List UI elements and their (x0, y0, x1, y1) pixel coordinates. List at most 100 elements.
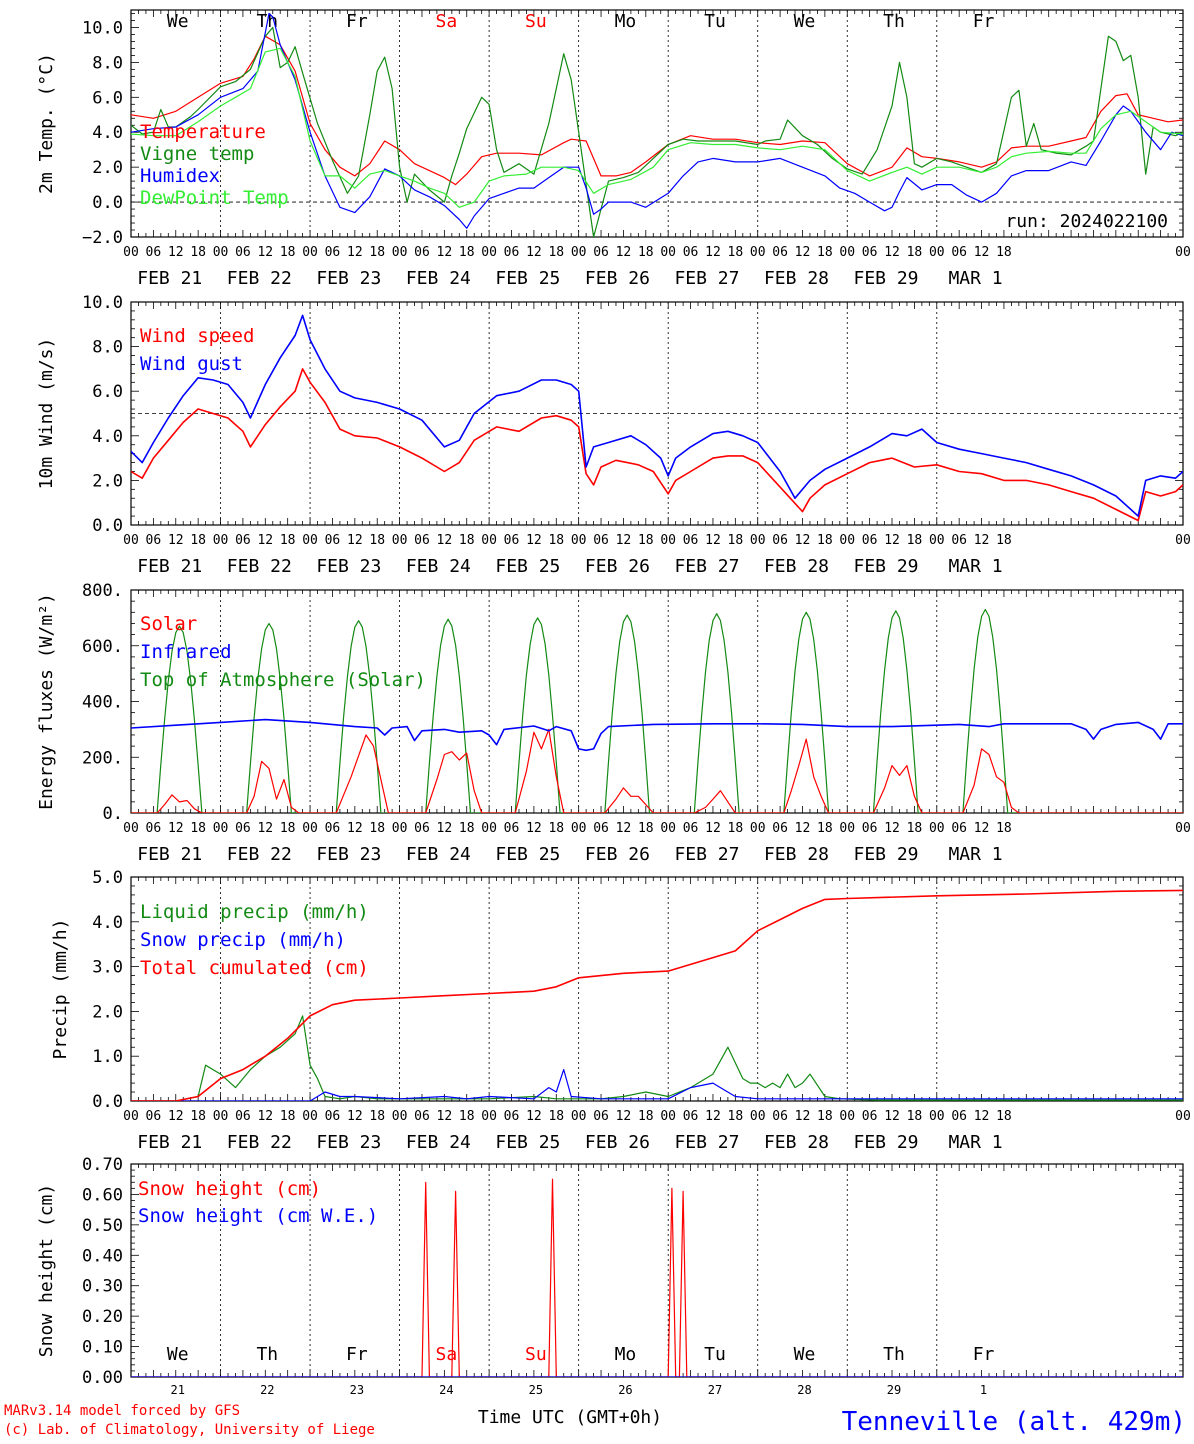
station-label: Tenneville (alt. 429m) (842, 1407, 1186, 1437)
hour-label: 06 (862, 1109, 878, 1124)
day-number-label: 21 (171, 1383, 185, 1397)
hour-label: 00 (213, 245, 229, 260)
series-line-infrared (131, 718, 1183, 752)
hour-label: 12 (705, 1109, 721, 1124)
series-line-total-cumulated-cm (131, 889, 1183, 1101)
day-number-label: 22 (260, 1383, 274, 1397)
date-label: FEB 28 (764, 844, 829, 865)
date-label: FEB 21 (137, 844, 202, 865)
hour-label: 06 (683, 821, 699, 836)
hour-label: 06 (951, 245, 967, 260)
y-tick-label: 400. (82, 693, 123, 713)
series-group (131, 1178, 1183, 1377)
hour-label: 00 (392, 533, 408, 548)
hour-label: 00 (481, 1109, 497, 1124)
series-line-snow-precip-mm-h (131, 1069, 1183, 1101)
hour-label: 06 (146, 821, 162, 836)
hour-label: 12 (257, 245, 273, 260)
date-label: FEB 24 (406, 268, 471, 289)
legend-entry: Wind speed (140, 325, 254, 347)
hour-label: 06 (772, 533, 788, 548)
hour-label: 12 (257, 533, 273, 548)
hour-label: 00 (213, 533, 229, 548)
hour-label: 18 (190, 533, 206, 548)
date-label: FEB 21 (137, 268, 202, 289)
hour-label: 12 (347, 1109, 363, 1124)
y-tick-label: 4.0 (92, 913, 123, 933)
hour-label: 12 (884, 1109, 900, 1124)
hour-label: 06 (504, 1109, 520, 1124)
hour-label: 18 (728, 533, 744, 548)
hour-label: 00 (392, 821, 408, 836)
hour-label: 00 (392, 1109, 408, 1124)
legend-entry: Snow precip (mm/h) (140, 929, 346, 951)
legend-entry: Total cumulated (cm) (140, 957, 369, 979)
legend-entry: Snow height (cm W.E.) (138, 1205, 378, 1227)
legend-entry: DewPoint Temp (140, 187, 289, 209)
day-number-label: 29 (887, 1383, 901, 1397)
hour-label: 00 (750, 1109, 766, 1124)
y-tick-label: 200. (82, 748, 123, 768)
hour-label: 18 (638, 821, 654, 836)
hour-label: 06 (862, 533, 878, 548)
series-line-solar (131, 728, 1183, 813)
hour-label: 06 (862, 821, 878, 836)
hour-label: 18 (638, 245, 654, 260)
hour-label: 18 (280, 245, 296, 260)
hour-label: 00 (750, 245, 766, 260)
weekday-label: Fr (973, 11, 995, 32)
date-label: FEB 27 (674, 1132, 739, 1153)
hour-label: 12 (168, 821, 184, 836)
hour-label: 18 (817, 533, 833, 548)
hour-label: 06 (325, 1109, 341, 1124)
hour-label: 00 (839, 533, 855, 548)
y-tick-label: 3.0 (92, 958, 123, 978)
hour-label: 06 (235, 245, 251, 260)
y-tick-label: 2.0 (92, 1002, 123, 1022)
time-axis-label: Time UTC (GMT+0h) (478, 1407, 662, 1428)
panel-precip: 0.0 1.0 2.0 3.0 4.0 5.0 Precip (mm/h) 00 06 12 18 F… (50, 868, 1191, 1153)
day-number-label: 26 (618, 1383, 632, 1397)
y-tick-label: 2.0 (92, 471, 123, 491)
y-axis-label: 2m Temp. (°C) (36, 53, 57, 194)
series-line-vigne-temp (131, 26, 1183, 237)
y-tick-label: 0.20 (82, 1307, 123, 1327)
date-label: MAR 1 (948, 1132, 1002, 1153)
hour-label: 00 (571, 1109, 587, 1124)
date-label: FEB 25 (495, 556, 560, 577)
hour-label: 00 (571, 245, 587, 260)
date-label: FEB 29 (854, 1132, 919, 1153)
hour-label: 18 (280, 533, 296, 548)
date-label: FEB 26 (585, 556, 650, 577)
date-label: MAR 1 (948, 268, 1002, 289)
y-axis-label: Snow height (cm) (36, 1184, 57, 1357)
y-tick-label: 10.0 (82, 293, 123, 313)
day-number-label: 1 (980, 1383, 987, 1397)
date-label: FEB 24 (406, 556, 471, 577)
date-label: FEB 25 (495, 268, 560, 289)
y-tick-label: 1.0 (92, 1047, 123, 1067)
hour-label: 18 (638, 1109, 654, 1124)
hour-label: 06 (772, 1109, 788, 1124)
date-label: MAR 1 (948, 556, 1002, 577)
weekday-label: Sa (436, 1344, 458, 1365)
hour-label: 00 (571, 821, 587, 836)
hour-label: 12 (705, 245, 721, 260)
date-label: FEB 29 (854, 844, 919, 865)
date-label: FEB 22 (227, 268, 292, 289)
date-label: FEB 28 (764, 1132, 829, 1153)
y-tick-label: 6.0 (92, 88, 123, 108)
hour-label: 06 (504, 245, 520, 260)
legend-entry: Infrared (140, 641, 232, 663)
run-annotation: run: 2024022100 (1005, 211, 1168, 232)
weekday-label: Th (883, 11, 905, 32)
legend-entry: Top of Atmosphere (Solar) (140, 669, 426, 691)
hour-label: 00 (660, 533, 676, 548)
hour-label: 12 (884, 245, 900, 260)
weekday-label: Fr (973, 1344, 995, 1365)
hour-label: 12 (974, 1109, 990, 1124)
hour-label: 18 (907, 821, 923, 836)
hour-label: 12 (526, 1109, 542, 1124)
day-number-label: 25 (529, 1383, 543, 1397)
